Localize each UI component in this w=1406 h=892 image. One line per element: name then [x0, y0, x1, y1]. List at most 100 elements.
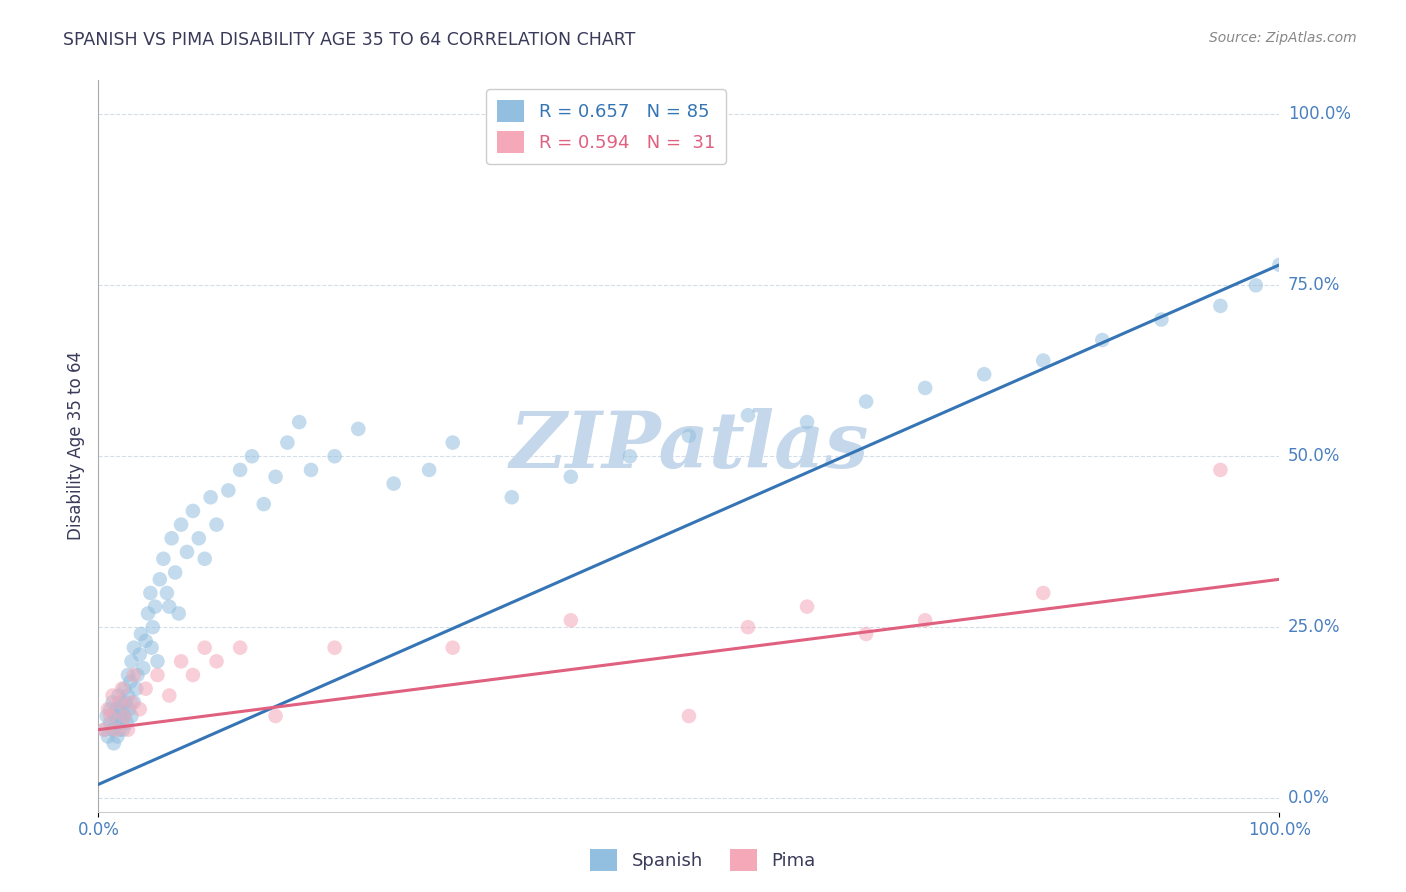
- Point: [105, 730, 128, 744]
- Point: [96, 709, 118, 723]
- Text: 75.0%: 75.0%: [1288, 277, 1340, 294]
- Point: [914, 381, 936, 395]
- Point: [170, 517, 193, 532]
- Point: [142, 620, 165, 634]
- Point: [217, 483, 239, 498]
- Point: [441, 435, 464, 450]
- Point: [103, 736, 125, 750]
- Point: [146, 654, 169, 668]
- Point: [98, 709, 121, 723]
- Point: [128, 648, 150, 662]
- Point: [101, 695, 124, 709]
- Point: [796, 415, 818, 429]
- Point: [110, 695, 132, 709]
- Point: [112, 709, 135, 723]
- Point: [737, 409, 759, 423]
- Point: [121, 695, 143, 709]
- Point: [382, 476, 405, 491]
- Point: [101, 689, 124, 703]
- Point: [115, 715, 138, 730]
- Point: [1150, 312, 1173, 326]
- Text: SPANISH VS PIMA DISABILITY AGE 35 TO 64 CORRELATION CHART: SPANISH VS PIMA DISABILITY AGE 35 TO 64 …: [63, 31, 636, 49]
- Point: [323, 640, 346, 655]
- Point: [105, 723, 128, 737]
- Point: [121, 654, 143, 668]
- Point: [205, 517, 228, 532]
- Point: [1032, 586, 1054, 600]
- Point: [139, 586, 162, 600]
- Point: [418, 463, 440, 477]
- Point: [104, 709, 127, 723]
- Point: [118, 702, 141, 716]
- Point: [111, 702, 134, 716]
- Point: [187, 531, 209, 545]
- Point: [288, 415, 311, 429]
- Point: [855, 394, 877, 409]
- Point: [1244, 278, 1267, 293]
- Point: [141, 640, 163, 655]
- Text: Source: ZipAtlas.com: Source: ZipAtlas.com: [1209, 31, 1357, 45]
- Point: [117, 668, 139, 682]
- Point: [98, 715, 121, 730]
- Point: [108, 709, 131, 723]
- Text: 50.0%: 50.0%: [1288, 447, 1340, 466]
- Point: [229, 640, 252, 655]
- Point: [157, 599, 180, 614]
- Point: [560, 469, 582, 483]
- Point: [156, 586, 179, 600]
- Point: [973, 368, 995, 382]
- Point: [93, 723, 115, 737]
- Point: [560, 613, 582, 627]
- Point: [101, 723, 124, 737]
- Point: [1032, 353, 1054, 368]
- Point: [98, 702, 121, 716]
- Point: [796, 599, 818, 614]
- Point: [347, 422, 370, 436]
- Point: [1209, 299, 1232, 313]
- Point: [501, 490, 523, 504]
- Point: [194, 640, 217, 655]
- Point: [253, 497, 276, 511]
- Point: [181, 504, 204, 518]
- Point: [1091, 333, 1114, 347]
- Point: [111, 715, 134, 730]
- Point: [117, 689, 139, 703]
- Point: [127, 668, 149, 682]
- Point: [157, 689, 180, 703]
- Point: [112, 709, 135, 723]
- Point: [122, 640, 145, 655]
- Point: [97, 702, 120, 716]
- Text: 0.0%: 0.0%: [1288, 789, 1330, 807]
- Text: 100.0%: 100.0%: [1288, 105, 1351, 123]
- Point: [165, 566, 187, 580]
- Point: [132, 661, 155, 675]
- Point: [276, 435, 298, 450]
- Point: [129, 627, 152, 641]
- Point: [619, 449, 641, 463]
- Point: [229, 463, 252, 477]
- Point: [152, 551, 174, 566]
- Point: [121, 709, 143, 723]
- Point: [299, 463, 322, 477]
- Point: [128, 702, 150, 716]
- Point: [194, 551, 217, 566]
- Point: [125, 681, 148, 696]
- Point: [167, 607, 190, 621]
- Point: [112, 723, 135, 737]
- Point: [108, 695, 131, 709]
- Point: [441, 640, 464, 655]
- Y-axis label: Disability Age 35 to 64: Disability Age 35 to 64: [67, 351, 86, 541]
- Point: [264, 469, 287, 483]
- Point: [1268, 258, 1291, 272]
- Point: [170, 654, 193, 668]
- Point: [160, 531, 183, 545]
- Point: [678, 429, 700, 443]
- Point: [135, 633, 157, 648]
- Point: [135, 681, 157, 696]
- Point: [678, 709, 700, 723]
- Point: [240, 449, 263, 463]
- Point: [105, 715, 128, 730]
- Point: [200, 490, 222, 504]
- Point: [105, 702, 128, 716]
- Point: [107, 689, 129, 703]
